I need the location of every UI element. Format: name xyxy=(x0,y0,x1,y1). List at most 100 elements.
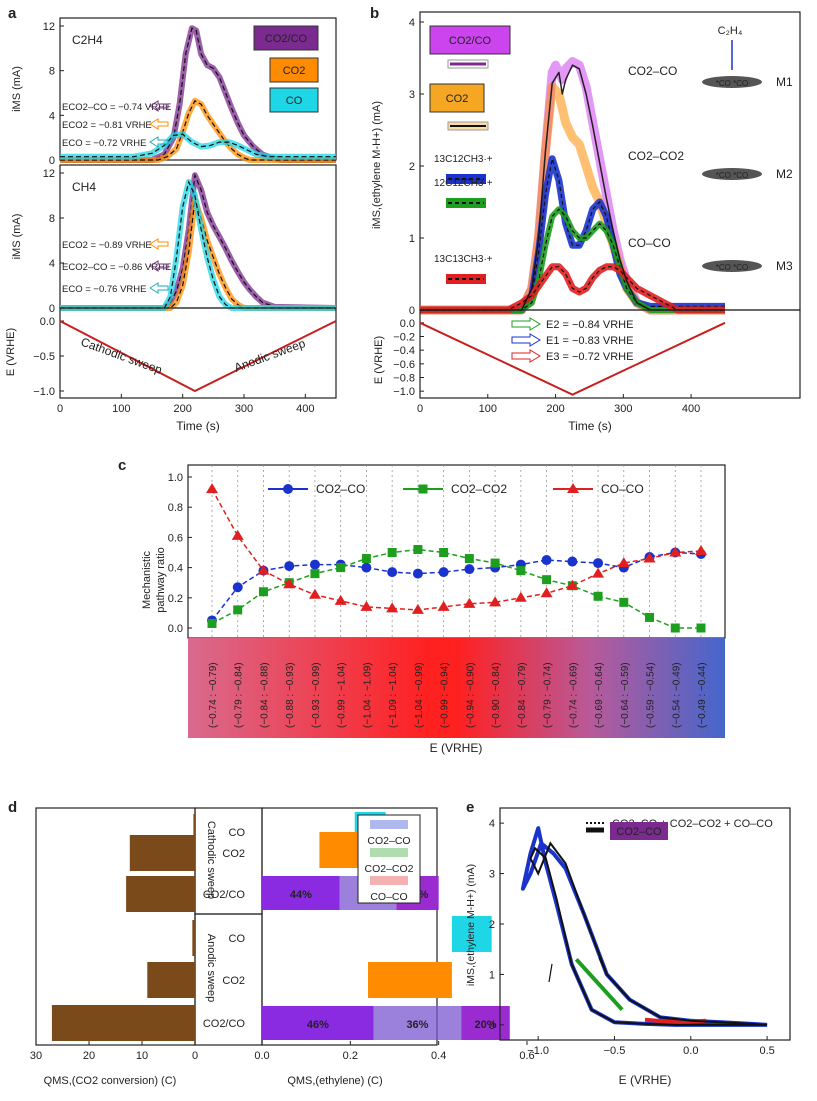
series-fit xyxy=(60,172,337,309)
panel-e-x-tick-label: 0.5 xyxy=(759,1045,774,1057)
panel-e-ylabel: iMS,(ethylene M-H+) (mA) xyxy=(465,864,477,986)
panel-b-y-tick-label: 4 xyxy=(409,17,415,29)
potential-window-label: (−1.04 : −0.99) xyxy=(414,662,425,728)
bar-ethylene xyxy=(451,916,492,952)
legend-label: CO–CO xyxy=(601,482,644,496)
point xyxy=(361,562,372,573)
panel-b-y-tick-label: 0 xyxy=(409,305,415,317)
onset-arrow xyxy=(149,282,169,294)
panel-b-x-tick-label: 0 xyxy=(417,403,423,415)
potential-sweep xyxy=(419,321,726,396)
point xyxy=(231,529,244,540)
panel-a-xlabel: Time (s) xyxy=(176,419,220,433)
onset-annotation: E1 = −0.83 VRHE xyxy=(546,335,633,347)
point xyxy=(336,563,346,573)
panel-b-E-tick-label: −0.8 xyxy=(393,373,415,385)
product-label: C₂H₄ xyxy=(718,25,743,37)
potential-window-label: (−0.79 : −0.84) xyxy=(234,662,245,728)
legend-label: CO2–CO xyxy=(616,826,662,838)
panel-a-y-tick-label: 12 xyxy=(43,21,55,33)
panel-a-x-tick-label: 400 xyxy=(296,403,314,415)
panel-a-ylabel: iMS (mA) xyxy=(11,66,23,112)
point xyxy=(645,612,655,622)
panel-b-E-ylabel: E (VRHE) xyxy=(373,336,385,384)
legend-swatch xyxy=(269,57,319,83)
panel-d-right-x-tick-label: 0.4 xyxy=(431,1050,446,1062)
panel-b-ylabel: iMS,(ethylene M-H+) (mA) xyxy=(371,101,383,229)
bar-co2-conversion xyxy=(193,814,195,850)
category-label: CO2/CO xyxy=(203,889,246,901)
panel-letter-b: b xyxy=(370,5,379,22)
legend-box xyxy=(357,814,421,904)
panel-a-potential-frame xyxy=(59,307,337,399)
panel-b-E-tick-label: 0.0 xyxy=(400,318,415,330)
mechanism-label: M1 xyxy=(776,75,793,89)
pathway-label: CO2–CO xyxy=(628,64,677,78)
point xyxy=(619,597,629,607)
potential-window-label: (−0.93 : −0.99) xyxy=(311,662,322,728)
potential-window-band xyxy=(188,638,725,738)
panel-b-y-tick-label: 2 xyxy=(409,161,415,173)
panel-a-y-tick-label: 12 xyxy=(43,168,55,180)
panel-d-right-x-tick-label: 0.2 xyxy=(343,1050,358,1062)
series-fit xyxy=(420,208,725,311)
potential-window-label: (−0.94 : −0.90) xyxy=(465,662,476,728)
panel-c-y-tick-label: 0.4 xyxy=(168,563,183,575)
panel-c-y-tick-label: 0.2 xyxy=(168,593,183,605)
panel-e-y-tick-label: 4 xyxy=(489,818,495,830)
bar-stack-segment xyxy=(461,1006,510,1040)
point xyxy=(516,566,526,576)
point xyxy=(232,582,243,593)
panel-b-x-tick-label: 200 xyxy=(546,403,564,415)
panel-a-x-tick-label: 100 xyxy=(112,403,130,415)
panel-a-title: CH4 xyxy=(72,180,96,194)
potential-window-label: (−0.69 : −0.64) xyxy=(594,662,605,728)
point xyxy=(695,544,707,555)
series-fit xyxy=(60,99,336,161)
onset-annotation: E2 = −0.84 VRHE xyxy=(546,319,633,331)
legend-label: CO2 xyxy=(283,65,306,77)
legend-swatch xyxy=(253,25,319,51)
point xyxy=(566,579,579,590)
panel-e-y-tick-label: 2 xyxy=(489,919,495,931)
onset-annotation: ECO2 = −0.89 VRHE xyxy=(62,240,152,251)
stack-percent-label: 20% xyxy=(474,1019,496,1031)
panel-e-x-tick-label: −0.5 xyxy=(604,1045,626,1057)
panel-d-right-x-tick-label: 0.6 xyxy=(519,1050,534,1062)
catalyst-surface xyxy=(702,76,762,88)
legend-label: CO2/CO xyxy=(265,33,308,45)
point xyxy=(206,483,218,494)
point xyxy=(258,587,268,597)
stack-percent-label: 44% xyxy=(290,889,312,901)
panel-c-ylabel: pathway ratio xyxy=(155,547,167,612)
panel-c-y-tick-label: 0.0 xyxy=(168,623,183,635)
cathodic-sweep-label: Cathodic sweep xyxy=(79,335,164,377)
panel-b-x-tick-label: 100 xyxy=(479,403,497,415)
mechanism-label: M3 xyxy=(776,259,793,273)
panel-d-left-x-tick-label: 20 xyxy=(83,1050,95,1062)
catalyst-surface xyxy=(702,168,762,180)
panel-letter-a: a xyxy=(8,5,17,22)
bar-co2-conversion xyxy=(147,962,195,998)
series-line xyxy=(211,551,702,621)
section-label: Cathodic sweep xyxy=(205,821,217,899)
bar-stack-segment xyxy=(262,876,340,910)
point xyxy=(439,548,449,557)
onset-arrow xyxy=(149,100,169,112)
point xyxy=(464,564,475,575)
potential-window-label: (−0.84 : −0.88) xyxy=(259,662,270,728)
panel-a-x-tick-label: 0 xyxy=(57,403,63,415)
panel-d-left-x-tick-label: 10 xyxy=(136,1050,148,1062)
section-label: Anodic sweep xyxy=(205,934,217,1003)
onset-arrow xyxy=(149,118,169,130)
panel-b-E-tick-label: −0.6 xyxy=(393,359,415,371)
bar-ethylene xyxy=(368,962,452,998)
panel-a-y-tick-label: 4 xyxy=(49,110,55,122)
catalyst-surface xyxy=(702,260,762,272)
legend-label: CO2–CO2 xyxy=(451,482,507,496)
panel-a-x-tick-label: 300 xyxy=(235,403,253,415)
onset-arrow xyxy=(149,260,169,272)
panel-a-title: C2H4 xyxy=(72,33,103,47)
panel-c-y-tick-label: 1.0 xyxy=(168,472,183,484)
